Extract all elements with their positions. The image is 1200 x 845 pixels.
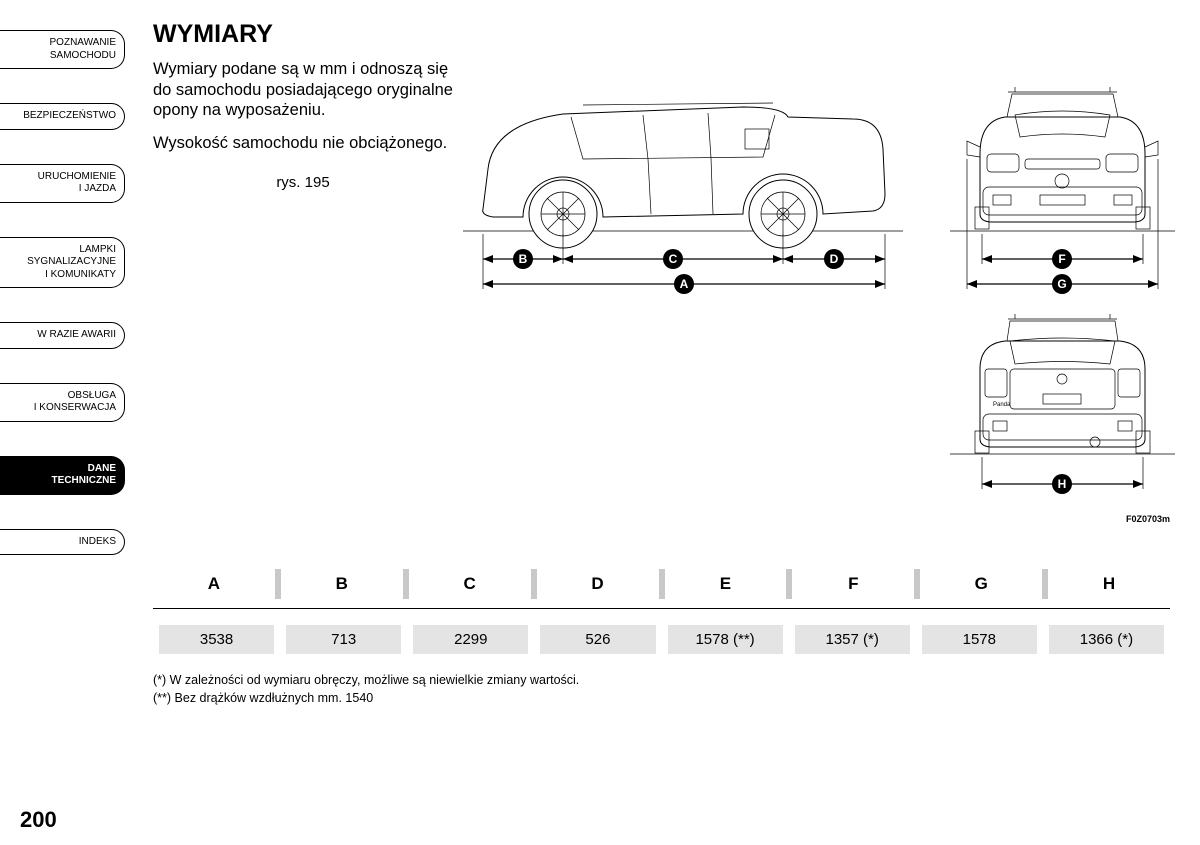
- text-column: Wymiary podane są w mm i odnoszą się do …: [153, 59, 453, 509]
- tab-obsluga[interactable]: OBSŁUGA I KONSERWACJA: [0, 383, 125, 422]
- table-value-row: 3538 713 2299 526 1578 (**) 1357 (*) 157…: [153, 625, 1170, 654]
- col-header: C: [409, 574, 531, 594]
- table-cell: 2299: [413, 625, 528, 654]
- top-row: Wymiary podane są w mm i odnoszą się do …: [153, 59, 1170, 509]
- table-cell: 1578: [922, 625, 1037, 654]
- dimensions-table: A B C D E F G H 3538 713 2299 526 1578 (…: [153, 569, 1170, 654]
- dim-label-A: A: [680, 277, 689, 291]
- table-header-row: A B C D E F G H: [153, 569, 1170, 599]
- footnotes: (*) W zależności od wymiaru obręczy, moż…: [153, 672, 1170, 707]
- car-side-view: B C D A: [453, 59, 913, 309]
- col-header: E: [665, 574, 787, 594]
- table-cell: 3538: [159, 625, 274, 654]
- sidebar-tabs: POZNAWANIE SAMOCHODU BEZPIECZEŃSTWO URUC…: [0, 20, 125, 825]
- col-header: G: [920, 574, 1042, 594]
- footnote-2: (**) Bez drążków wzdłużnych mm. 1540: [153, 690, 1170, 708]
- dim-label-H: H: [1058, 477, 1067, 491]
- dim-label-F: F: [1058, 252, 1065, 266]
- dim-label-G: G: [1057, 277, 1066, 291]
- tab-bezpieczenstwo[interactable]: BEZPIECZEŃSTWO: [0, 103, 125, 130]
- tab-uruchomienie[interactable]: URUCHOMIENIE I JAZDA: [0, 164, 125, 203]
- col-header: H: [1048, 574, 1170, 594]
- page-number: 200: [20, 807, 57, 833]
- footnote-1: (*) W zależności od wymiaru obręczy, moż…: [153, 672, 1170, 690]
- svg-text:Panda: Panda: [993, 402, 1011, 408]
- tab-indeks[interactable]: INDEKS: [0, 529, 125, 556]
- col-header: A: [153, 574, 275, 594]
- dim-label-B: B: [519, 252, 528, 266]
- dim-label-D: D: [830, 252, 839, 266]
- table-cell: 526: [540, 625, 655, 654]
- dim-label-C: C: [669, 252, 678, 266]
- car-front-view: F G: [945, 59, 1180, 309]
- col-header: F: [792, 574, 914, 594]
- table-cell: 1366 (*): [1049, 625, 1164, 654]
- paragraph-1: Wymiary podane są w mm i odnoszą się do …: [153, 59, 453, 121]
- tab-awaria[interactable]: W RAZIE AWARII: [0, 322, 125, 349]
- table-cell: 1578 (**): [668, 625, 783, 654]
- content-area: WYMIARY Wymiary podane są w mm i odnoszą…: [125, 20, 1170, 825]
- col-header: D: [537, 574, 659, 594]
- figure-caption: rys. 195: [153, 174, 453, 191]
- page-title: WYMIARY: [153, 20, 1170, 49]
- figure-code: F0Z0703m: [1126, 514, 1170, 524]
- col-header: B: [281, 574, 403, 594]
- table-cell: 713: [286, 625, 401, 654]
- tab-lampki[interactable]: LAMPKI SYGNALIZACYJNE I KOMUNIKATY: [0, 237, 125, 289]
- page: POZNAWANIE SAMOCHODU BEZPIECZEŃSTWO URUC…: [0, 0, 1200, 845]
- car-diagrams: B C D A: [453, 59, 1170, 509]
- paragraph-2: Wysokość samochodu nie obciążonego.: [153, 133, 453, 154]
- table-cell: 1357 (*): [795, 625, 910, 654]
- tab-poznawanie[interactable]: POZNAWANIE SAMOCHODU: [0, 30, 125, 69]
- tab-dane-techniczne[interactable]: DANE TECHNICZNE: [0, 456, 125, 495]
- car-rear-view: Panda H: [945, 299, 1180, 519]
